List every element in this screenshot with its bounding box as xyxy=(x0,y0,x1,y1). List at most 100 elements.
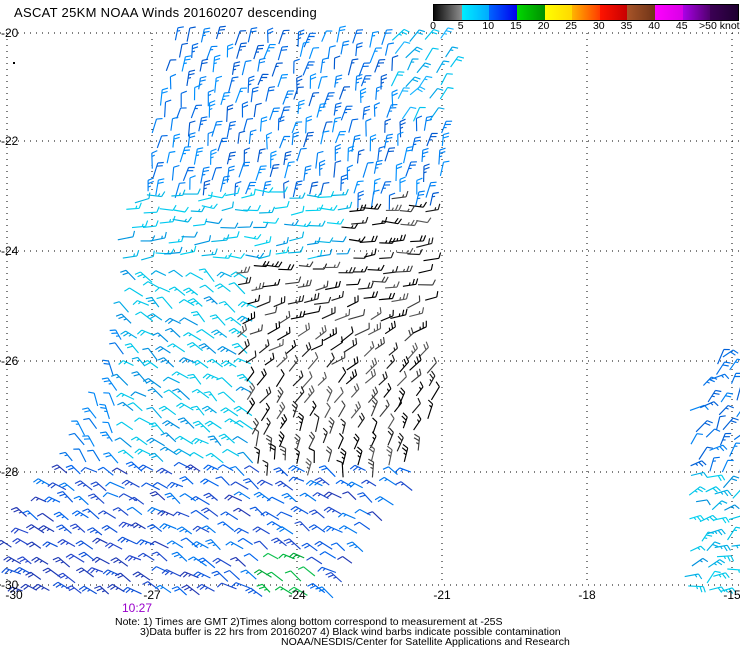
wind-barb xyxy=(337,512,356,520)
wind-barb xyxy=(698,446,714,460)
wind-barb xyxy=(176,526,193,535)
wind-barb xyxy=(302,61,315,76)
wind-barb xyxy=(727,526,740,541)
wind-barb xyxy=(425,203,441,213)
wind-barb xyxy=(192,571,211,579)
wind-barb xyxy=(338,366,347,383)
wind-barb xyxy=(167,343,186,353)
wind-barb xyxy=(262,459,269,476)
wind-barb xyxy=(400,219,419,227)
wind-barb xyxy=(293,58,300,74)
wind-barb xyxy=(68,432,85,446)
map-point-dot xyxy=(13,62,15,64)
wind-barb xyxy=(99,431,113,442)
wind-barb xyxy=(705,486,721,493)
wind-barb xyxy=(278,431,285,448)
wind-barb xyxy=(146,437,165,447)
wind-barb xyxy=(114,572,131,583)
wind-barb xyxy=(216,582,237,590)
wind-barb xyxy=(162,376,180,384)
wind-barb xyxy=(198,76,207,90)
chart-title: ASCAT 25KM NOAA Winds 20160207 descendin… xyxy=(14,5,318,20)
wind-barb xyxy=(65,553,85,563)
wind-barb xyxy=(307,220,326,227)
wind-barb xyxy=(285,339,297,355)
wind-barb xyxy=(214,283,231,293)
wind-barb xyxy=(294,447,300,464)
wind-barb xyxy=(336,25,346,43)
wind-barb xyxy=(287,295,305,305)
wind-barb xyxy=(297,279,312,288)
wind-barb xyxy=(188,452,204,459)
wind-barb xyxy=(416,217,432,224)
wind-barb xyxy=(229,465,245,476)
wind-barb xyxy=(323,491,342,499)
wind-barb xyxy=(343,338,358,353)
wind-barb xyxy=(156,135,168,149)
wind-barb xyxy=(331,236,347,243)
wind-barb xyxy=(149,540,169,549)
wind-barb xyxy=(191,388,210,399)
wind-barb xyxy=(186,69,196,86)
wind-barb xyxy=(426,132,438,147)
wind-barb xyxy=(699,401,719,409)
wind-barb xyxy=(399,206,415,213)
wind-barb xyxy=(396,247,414,254)
wind-barb xyxy=(340,448,347,465)
wind-barb xyxy=(52,581,70,590)
wind-barb xyxy=(205,218,223,225)
wind-barb xyxy=(413,433,421,451)
wind-barb xyxy=(235,386,252,393)
wind-barb xyxy=(380,309,394,322)
wind-barb xyxy=(255,165,267,181)
wind-barb xyxy=(720,587,737,594)
wind-barb xyxy=(244,233,262,240)
wind-barb xyxy=(36,512,54,522)
wind-barb xyxy=(317,75,328,89)
wind-barb xyxy=(217,521,235,531)
wind-barb xyxy=(130,436,148,446)
wind-barb xyxy=(245,181,257,195)
wind-barb xyxy=(384,118,391,133)
wind-barb xyxy=(335,479,353,488)
wind-barb xyxy=(263,44,276,60)
wind-barb xyxy=(148,422,165,434)
wind-barb xyxy=(137,464,154,471)
wind-barb xyxy=(711,500,728,511)
wind-barb xyxy=(246,397,256,415)
wind-barb xyxy=(345,369,358,385)
wind-barb xyxy=(340,174,348,191)
wind-barb xyxy=(220,360,237,368)
wind-barb xyxy=(110,557,129,567)
wind-barb xyxy=(356,446,363,466)
wind-barb xyxy=(241,101,249,118)
wind-barb xyxy=(200,166,210,184)
wind-barb xyxy=(320,182,330,196)
wind-barb xyxy=(126,202,142,210)
wind-barb xyxy=(297,29,305,47)
wind-barb xyxy=(173,448,192,457)
wind-barb xyxy=(277,115,285,131)
wind-barb xyxy=(265,131,273,150)
wind-barb xyxy=(346,278,361,286)
wind-barb xyxy=(334,74,343,88)
wind-barb xyxy=(338,267,356,274)
wind-barb xyxy=(0,539,12,548)
wind-barb xyxy=(225,541,244,550)
wind-barb xyxy=(308,431,316,449)
wind-barb xyxy=(369,431,377,449)
wind-barb xyxy=(346,541,364,553)
wind-barb xyxy=(122,249,140,259)
wind-barb xyxy=(284,161,295,179)
wind-barb xyxy=(232,436,248,444)
wind-barb xyxy=(348,118,359,133)
wind-barb xyxy=(244,465,260,473)
wind-barb xyxy=(191,437,209,445)
wind-barb xyxy=(217,464,234,472)
wind-barb xyxy=(131,356,146,367)
wind-barb xyxy=(423,163,430,183)
wind-barb xyxy=(185,464,201,472)
wind-barb xyxy=(415,381,424,397)
wind-barb xyxy=(260,402,270,422)
colorbar-segment xyxy=(489,5,517,20)
